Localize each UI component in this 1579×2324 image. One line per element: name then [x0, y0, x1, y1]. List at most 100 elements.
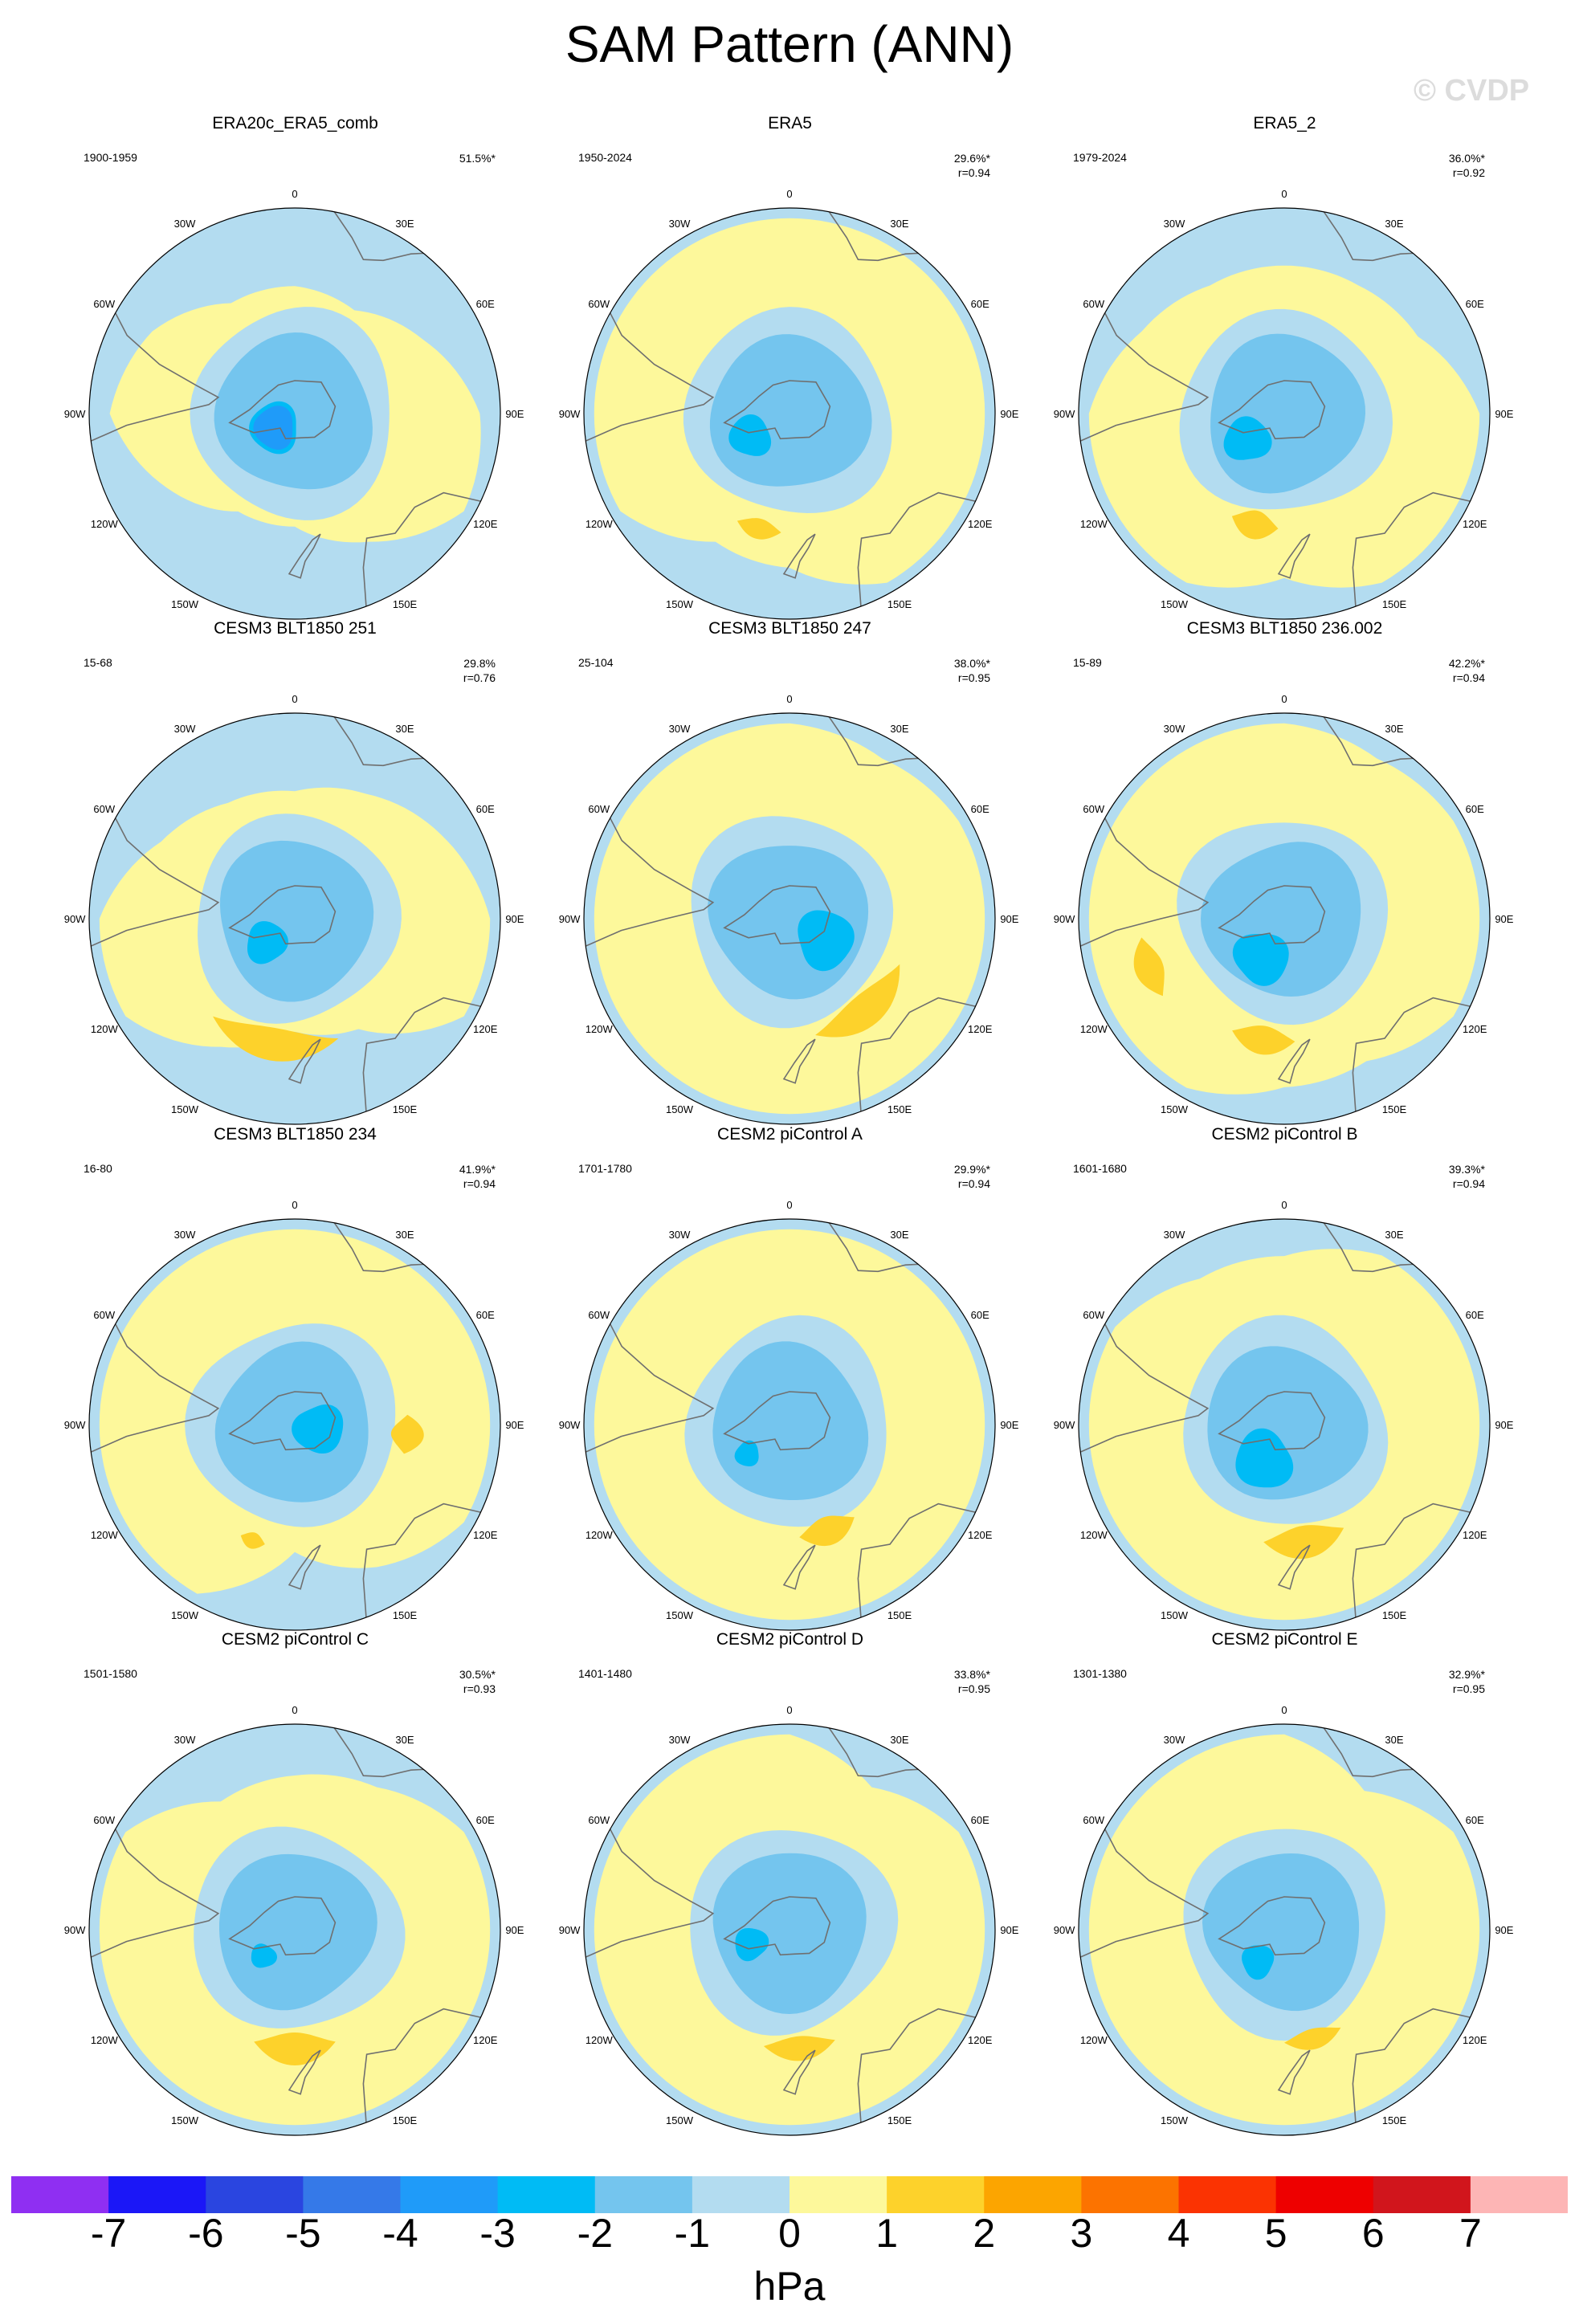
lon-label: 150E [1382, 2114, 1407, 2126]
panel-stats: 30.5%* r=0.93 [399, 1667, 496, 1696]
coastline [723, 380, 831, 440]
contour-level-2 [815, 964, 900, 1038]
coastline [228, 1391, 337, 1451]
lon-label: 150E [887, 2114, 912, 2126]
lon-label: 150E [393, 2114, 418, 2126]
coastline [1320, 208, 1419, 262]
lon-label: 150W [666, 2114, 694, 2126]
colorbar-swatch [206, 2176, 304, 2213]
colorbar-tick-label: 7 [1459, 2211, 1482, 2256]
lon-label: 60W [93, 1814, 115, 1826]
coastline [782, 1544, 816, 1590]
pattern-correlation: r=0.94 [1452, 1177, 1485, 1190]
map-border [88, 1723, 501, 2136]
lon-label: 120W [1080, 2034, 1108, 2046]
colorbar-tick-label: -5 [285, 2211, 321, 2256]
polar-map: 030E60E90E120E150E180150W120W90W60W30W [559, 1704, 1019, 2136]
sam-panel: 030E60E90E120E150E180150W120W90W60W30WCE… [48, 1125, 542, 1633]
sam-panel: 030E60E90E120E150E180150W120W90W60W30WCE… [543, 619, 1037, 1127]
lon-label: 120W [91, 2034, 119, 2046]
contour-level-2 [1232, 1025, 1295, 1055]
contour-level-2 [213, 1016, 339, 1062]
variance-explained: 41.9%* [459, 1163, 496, 1176]
colorbar-swatch [108, 2176, 206, 2213]
lon-label: 60E [476, 1309, 495, 1321]
coastline [89, 813, 220, 949]
panel-stats: 29.8% r=0.76 [399, 656, 496, 685]
contour-level-2 [1231, 510, 1279, 540]
map-border [88, 1218, 501, 1631]
variance-explained: 38.0%* [953, 657, 990, 670]
polar-map: 030E60E90E120E150E180150W120W90W60W30W [64, 693, 524, 1125]
coastline [584, 308, 715, 444]
lon-label: 120W [91, 1529, 119, 1541]
lon-label: 60W [93, 298, 115, 310]
colorbar-swatch [1081, 2176, 1180, 2213]
lon-label: 90E [1495, 1419, 1513, 1431]
colorbar-tick-label: -2 [577, 2211, 614, 2256]
lon-label: 120W [585, 518, 614, 530]
colorbar-swatch [400, 2176, 499, 2213]
lon-label: 30W [174, 1734, 196, 1746]
coastline [330, 208, 430, 262]
polar-map: 030E60E90E120E150E180150W120W90W60W30W [559, 188, 1019, 620]
lon-label: 90W [64, 1924, 86, 1936]
panel-title: CESM2 piControl A [717, 1125, 863, 1144]
coastline [330, 1219, 430, 1273]
colorbar-tick-label: 2 [973, 2211, 996, 2256]
coastline [723, 1896, 831, 1956]
pattern-correlation: r=0.76 [463, 671, 496, 684]
coastline [1352, 1502, 1475, 1622]
contour-level-2 [736, 518, 781, 540]
pattern-correlation: r=0.94 [957, 166, 990, 179]
page-title: SAM Pattern (ANN) [565, 15, 1014, 73]
coastline [584, 1825, 715, 1960]
coastline [857, 1502, 980, 1622]
variance-explained: 29.9%* [953, 1163, 990, 1176]
coastline [1277, 1544, 1311, 1590]
cvdp-watermark: © CVDP [1414, 74, 1530, 108]
sam-panel: 030E60E90E120E150E180150W120W90W60W30WCE… [1038, 1125, 1532, 1633]
panel-title: ERA5_2 [1253, 114, 1316, 133]
lon-label: 30E [890, 723, 908, 735]
coastline [584, 1319, 715, 1455]
map-border [1078, 712, 1491, 1125]
lon-label: 90E [1495, 913, 1513, 925]
panel-title: ERA20c_ERA5_comb [212, 114, 378, 133]
coastline [1277, 1038, 1311, 1084]
lon-label: 0 [786, 188, 792, 200]
contour-level--3 [798, 910, 855, 972]
panel-period: 1701-1780 [578, 1162, 632, 1175]
polar-map: 030E60E90E120E150E180150W120W90W60W30W [64, 188, 524, 620]
lon-label: 150W [1161, 598, 1189, 610]
polar-map: 030E60E90E120E150E180150W120W90W60W30W [559, 693, 1019, 1125]
pattern-correlation: r=0.93 [463, 1682, 496, 1695]
lon-label: 30E [395, 1229, 414, 1241]
contour-level--3 [292, 1404, 344, 1454]
lon-label: 150W [171, 1103, 199, 1115]
contour-level--2 [1202, 1853, 1360, 2012]
lon-label: 0 [786, 1704, 792, 1716]
contour-level-2 [763, 2036, 835, 2061]
coastline [228, 1896, 337, 1956]
sam-panel: 030E60E90E120E150E180150W120W90W60W30WCE… [543, 1125, 1037, 1633]
coastline [782, 1038, 816, 1084]
pattern-correlation: r=0.95 [957, 1682, 990, 1695]
lon-label: 150E [887, 1609, 912, 1621]
lon-label: 120W [585, 1529, 614, 1541]
lon-label: 90W [559, 913, 581, 925]
coastline [1352, 491, 1475, 611]
lon-label: 120W [1080, 1529, 1108, 1541]
lon-label: 0 [1281, 693, 1287, 705]
sam-panel: 030E60E90E120E150E180150W120W90W60W30WCE… [48, 1630, 542, 2138]
colorbar [11, 2176, 1568, 2213]
colorbar-tick-label: 6 [1361, 2211, 1385, 2256]
panel-title: CESM3 BLT1850 251 [214, 619, 377, 638]
lon-label: 120E [1463, 518, 1487, 530]
lon-label: 60E [476, 803, 495, 815]
colorbar-swatch [1275, 2176, 1374, 2213]
coastline [89, 308, 220, 444]
coastline [1079, 813, 1210, 949]
contour-level--3 [728, 414, 772, 456]
lon-label: 0 [786, 693, 792, 705]
